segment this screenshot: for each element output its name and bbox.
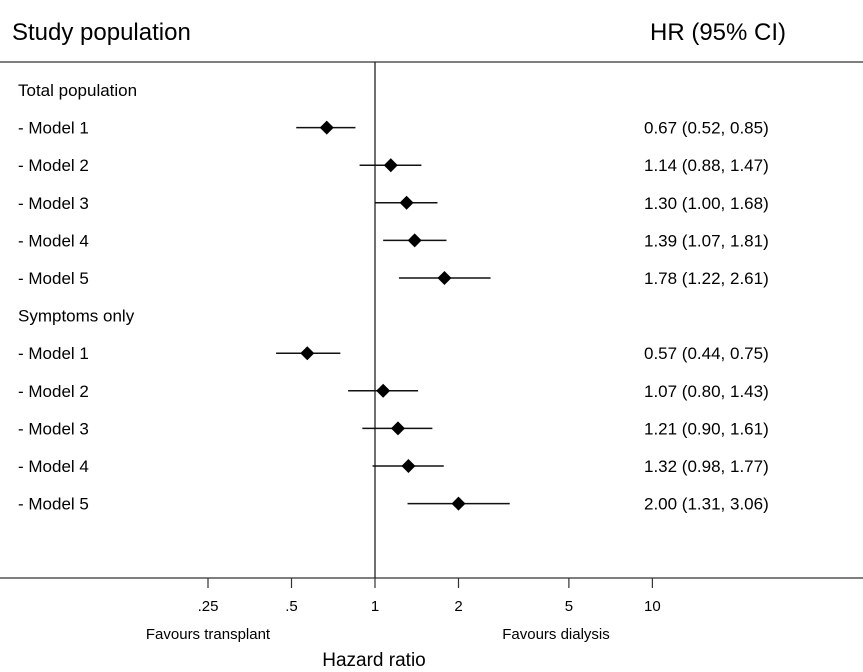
x-tick-label: 10 [644, 598, 661, 615]
group-label: Symptoms only [18, 307, 135, 326]
forest-rows: Total population - Model 1 0.67 (0.52, 0.8… [18, 81, 769, 514]
x-tick-label: 5 [565, 598, 573, 615]
row-label: - Model 3 [18, 194, 89, 213]
hr-ci-value: 1.32 (0.98, 1.77) [644, 457, 769, 476]
favours-dialysis-label: Favours dialysis [502, 626, 610, 643]
hr-point [399, 195, 414, 210]
row-label: - Model 3 [18, 419, 89, 438]
hr-point [319, 120, 334, 135]
hr-ci-value: 1.78 (1.22, 2.61) [644, 269, 769, 288]
hr-point [437, 271, 452, 285]
row-label: - Model 2 [18, 156, 89, 175]
row-label: - Model 1 [18, 344, 89, 363]
hr-point [407, 233, 422, 248]
hr-ci-value: 1.39 (1.07, 1.81) [644, 231, 769, 250]
row-label: - Model 5 [18, 495, 89, 514]
row-label: - Model 4 [18, 231, 89, 250]
hr-point [390, 421, 405, 436]
hr-point [383, 158, 398, 173]
x-tick-label: 1 [371, 598, 379, 615]
x-tick-label: 2 [454, 598, 462, 615]
x-tick-label: .25 [198, 598, 219, 615]
hr-point [401, 459, 416, 473]
hr-point [300, 346, 315, 361]
hr-ci-value: 0.57 (0.44, 0.75) [644, 344, 769, 363]
header-study-population: Study population [12, 19, 191, 46]
header-hr-ci: HR (95% CI) [650, 19, 786, 46]
row-label: - Model 1 [18, 119, 89, 138]
hr-ci-value: 0.67 (0.52, 0.85) [644, 119, 769, 138]
hr-ci-value: 1.21 (0.90, 1.61) [644, 419, 769, 438]
hr-point [376, 383, 391, 398]
group-label: Total population [18, 81, 137, 100]
x-tick-label: .5 [285, 598, 298, 615]
x-axis-ticks: .25 .5 1 2 5 10 [198, 578, 661, 615]
row-label: - Model 4 [18, 457, 89, 476]
row-label: - Model 5 [18, 269, 89, 288]
hr-ci-value: 2.00 (1.31, 3.06) [644, 495, 769, 514]
hr-ci-value: 1.07 (0.80, 1.43) [644, 382, 769, 401]
hr-point [451, 496, 466, 511]
hr-ci-value: 1.30 (1.00, 1.68) [644, 194, 769, 213]
hr-ci-value: 1.14 (0.88, 1.47) [644, 156, 769, 175]
favours-transplant-label: Favours transplant [146, 626, 271, 643]
x-axis-title: Hazard ratio [322, 650, 426, 671]
row-label: - Model 2 [18, 382, 89, 401]
